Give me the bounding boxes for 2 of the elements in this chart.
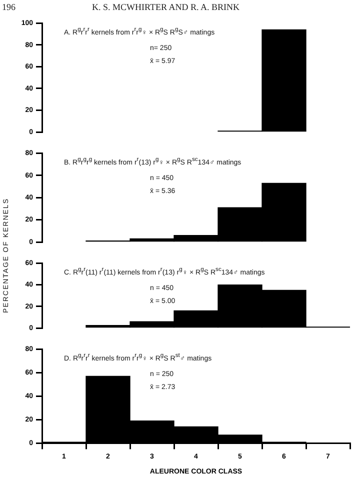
text: 196 [2,2,16,12]
text: K. S. MCWHIRTER AND R. A. BRINK [92,2,240,12]
